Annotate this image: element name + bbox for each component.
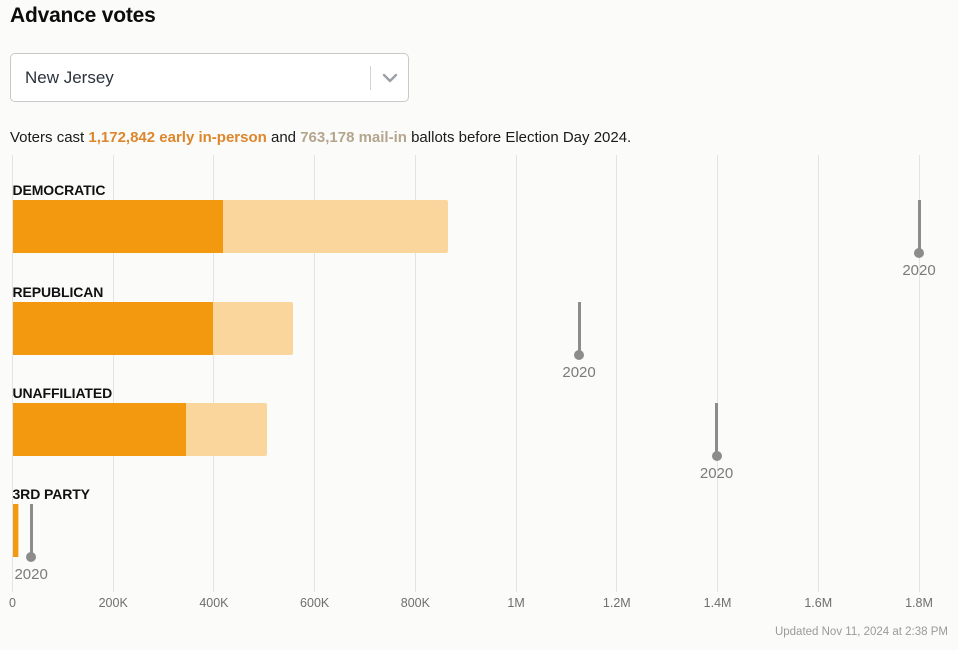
bar-mail-in (17, 504, 19, 557)
gridline (12, 155, 13, 592)
marker-2020-line (715, 403, 719, 456)
marker-2020-dot (914, 248, 924, 258)
x-axis-tick-label: 1.2M (602, 596, 631, 610)
gridline (314, 155, 316, 592)
category-label: REPUBLICAN (12, 284, 104, 300)
summary-mail-in: 763,178 mail-in (300, 129, 407, 146)
gridline (414, 155, 416, 592)
marker-2020-label: 2020 (562, 364, 596, 381)
chevron-down-icon[interactable] (371, 73, 408, 83)
x-axis-tick-label: 400K (199, 596, 229, 610)
marker-2020-label: 2020 (902, 262, 936, 279)
gridline (515, 155, 517, 592)
marker-2020-dot (711, 451, 722, 461)
bar-mail-in (185, 403, 267, 456)
gridline (616, 155, 618, 592)
summary-sentence: Voters cast 1,172,842 early in-person an… (10, 129, 631, 146)
gridline (918, 155, 920, 592)
marker-2020-dot (26, 552, 37, 562)
x-axis-tick-label: 1M (507, 596, 525, 610)
gridline (717, 155, 719, 592)
state-selector-dropdown[interactable]: New Jersey (10, 53, 409, 102)
summary-conjunction: and (266, 129, 301, 146)
marker-2020-dot (574, 350, 585, 360)
dropdown-divider (370, 65, 371, 90)
x-axis-tick-label: 200K (98, 596, 128, 610)
gridline (817, 155, 819, 592)
category-label: UNAFFILIATED (12, 385, 113, 401)
summary-early-in-person: 1,172,842 early in-person (88, 129, 267, 146)
gridline (213, 155, 215, 592)
category-label: 3RD PARTY (12, 486, 91, 502)
x-axis-tick-label: 1.8M (905, 596, 933, 610)
bar-mail-in (223, 200, 449, 253)
bar-mail-in (213, 302, 293, 355)
marker-2020-line (577, 302, 581, 355)
bar-early-in-person (12, 504, 18, 557)
bar-early-in-person (12, 403, 186, 456)
marker-2020-label: 2020 (14, 566, 48, 583)
bar-early-in-person (12, 200, 223, 253)
x-axis-tick-label: 0 (9, 596, 16, 610)
x-axis-tick-label: 1.4M (703, 596, 732, 610)
updated-timestamp: Updated Nov 11, 2024 at 2:38 PM (774, 626, 948, 638)
summary-suffix: ballots before Election Day 2024. (406, 129, 632, 146)
marker-2020-label: 2020 (699, 465, 734, 482)
page-title: Advance votes (10, 4, 156, 27)
category-label: DEMOCRATIC (12, 182, 106, 198)
x-axis-tick-label: 800K (400, 596, 430, 610)
gridline (112, 155, 114, 592)
marker-2020-line (917, 200, 921, 253)
advance-votes-chart: 0 200K 400K 600K 800K 1M 1.2M 1.4M 1.6M 1.8M DEMOC… (0, 155, 958, 625)
x-axis-tick-label: 600K (300, 596, 330, 610)
x-axis-tick-label: 1.6M (804, 596, 833, 610)
bar-early-in-person (12, 302, 214, 355)
summary-prefix: Voters cast (10, 129, 89, 146)
marker-2020-line (29, 504, 33, 557)
state-selector-value: New Jersey (25, 67, 114, 87)
